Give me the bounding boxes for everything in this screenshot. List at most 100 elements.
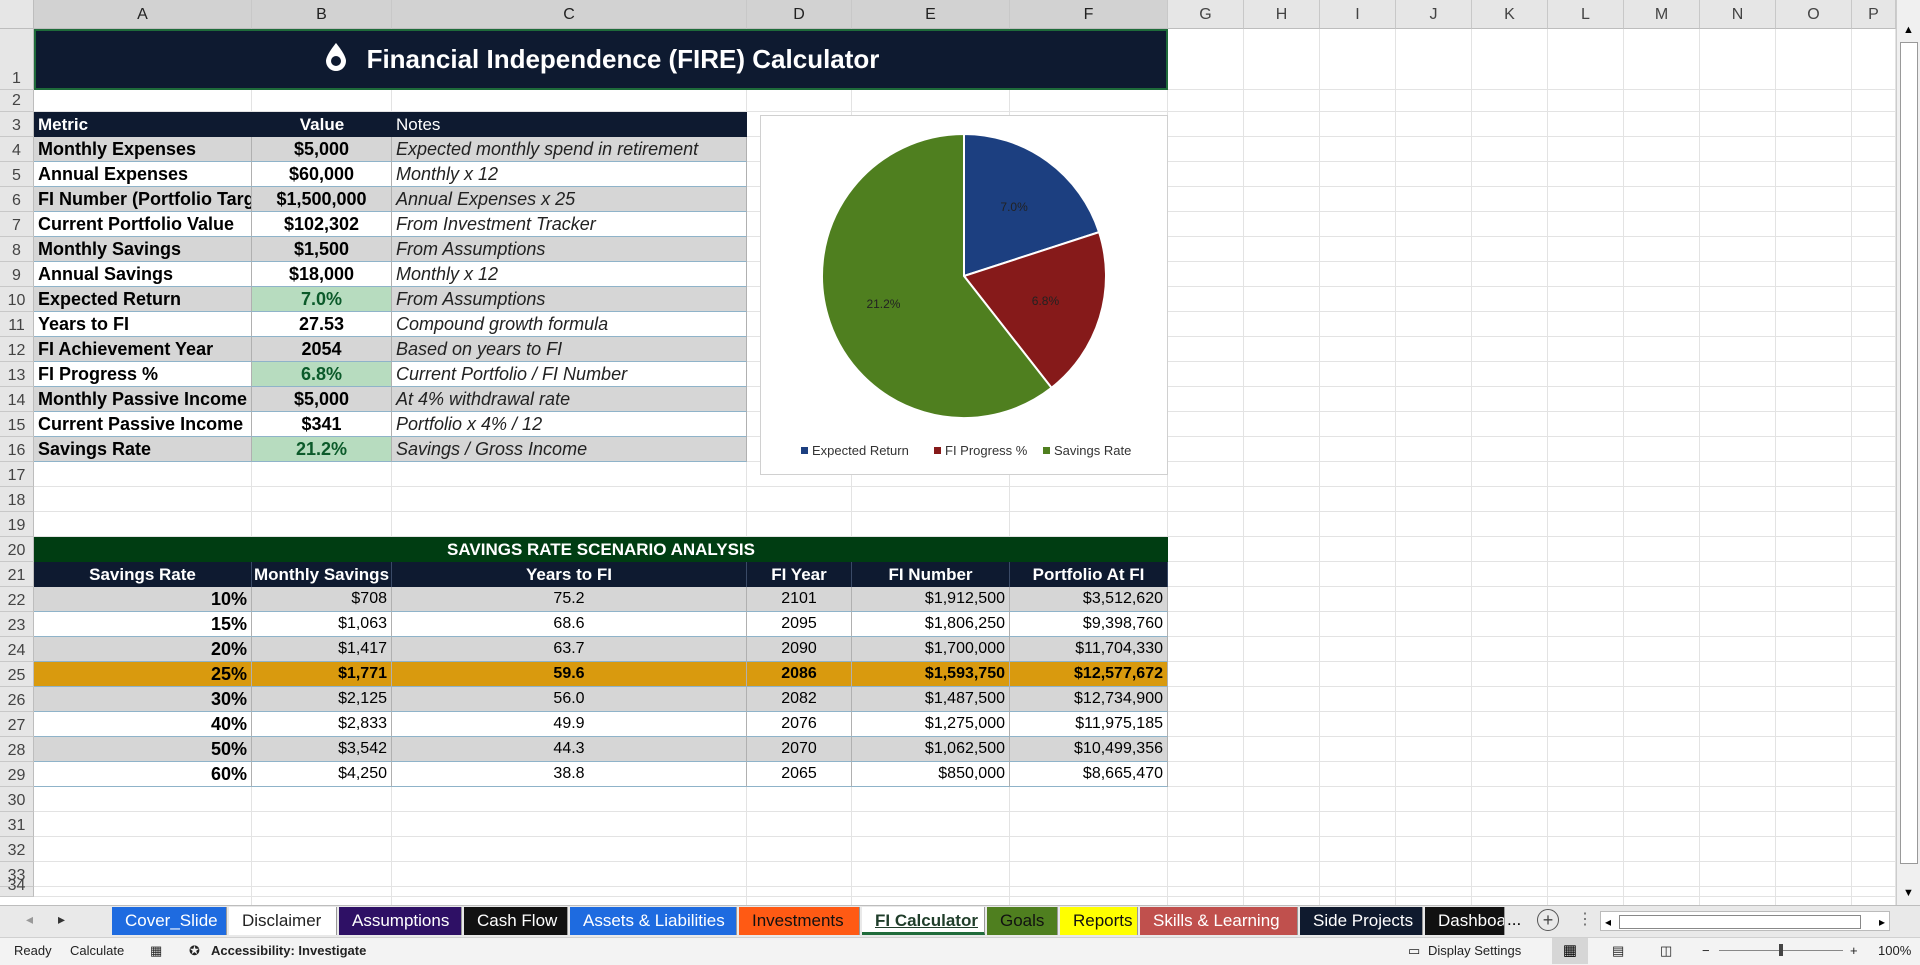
metric-label[interactable]: Annual Expenses (34, 162, 252, 187)
metric-note[interactable]: Current Portfolio / FI Number (392, 362, 747, 387)
scenario-cell[interactable]: $1,275,000 (852, 712, 1010, 737)
sheet-tab[interactable]: Reports (1060, 907, 1138, 935)
column-header[interactable]: E (852, 0, 1010, 29)
scenario-cell[interactable]: $1,700,000 (852, 637, 1010, 662)
scenario-header[interactable]: Savings Rate (34, 562, 252, 587)
scroll-down-icon[interactable]: ▼ (1903, 887, 1914, 899)
scroll-right-icon[interactable]: ▸ (1878, 915, 1885, 929)
metric-note[interactable]: Expected monthly spend in retirement (392, 137, 747, 162)
metric-note[interactable]: From Assumptions (392, 287, 747, 312)
metric-value[interactable]: $18,000 (252, 262, 392, 287)
scenario-cell[interactable]: $1,593,750 (852, 662, 1010, 687)
metric-note[interactable]: At 4% withdrawal rate (392, 387, 747, 412)
metric-value[interactable]: 7.0% (252, 287, 392, 312)
row-header[interactable]: 3 (0, 112, 34, 137)
scenario-cell[interactable]: $2,833 (252, 712, 392, 737)
display-settings-icon[interactable]: ▭ (1408, 943, 1421, 958)
row-header[interactable]: 17 (0, 462, 34, 487)
row-header[interactable]: 26 (0, 687, 34, 712)
metric-note[interactable]: Monthly x 12 (392, 162, 747, 187)
scenario-cell[interactable]: $8,665,470 (1010, 762, 1168, 787)
scenario-cell[interactable]: 44.3 (392, 737, 747, 762)
row-header[interactable]: 34 (0, 877, 34, 897)
row-header[interactable]: 13 (0, 362, 34, 387)
row-header[interactable]: 33 (0, 862, 34, 887)
metric-value[interactable]: 21.2% (252, 437, 392, 462)
scenario-cell[interactable]: $1,062,500 (852, 737, 1010, 762)
scenario-cell[interactable]: $1,063 (252, 612, 392, 637)
scenario-cell[interactable]: 59.6 (392, 662, 747, 687)
metric-label[interactable]: Savings Rate (34, 437, 252, 462)
vertical-scrollbar[interactable]: ▲ ▼ (1896, 0, 1920, 905)
scenario-cell[interactable]: 68.6 (392, 612, 747, 637)
scenario-cell[interactable]: $1,417 (252, 637, 392, 662)
sheet-tab[interactable]: Goals (987, 907, 1058, 935)
sheet-tab[interactable]: Investments (739, 907, 860, 935)
select-all-corner[interactable] (0, 0, 34, 29)
scenario-cell[interactable]: 75.2 (392, 587, 747, 612)
row-header[interactable]: 4 (0, 137, 34, 162)
column-header[interactable]: D (747, 0, 852, 29)
scenario-cell[interactable]: $12,577,672 (1010, 662, 1168, 687)
scenario-cell[interactable]: 10% (34, 587, 252, 612)
column-header[interactable]: I (1320, 0, 1396, 29)
tabs-more[interactable]: ... (1507, 910, 1522, 929)
accessibility-icon[interactable]: ✪ (189, 943, 200, 958)
scenario-cell[interactable]: $11,975,185 (1010, 712, 1168, 737)
scroll-left-icon[interactable]: ◂ (1605, 915, 1612, 929)
metric-note[interactable]: Annual Expenses x 25 (392, 187, 747, 212)
metric-label[interactable]: FI Achievement Year (34, 337, 252, 362)
row-header[interactable]: 22 (0, 587, 34, 612)
pie-chart-frame[interactable]: 7.0% 6.8% 21.2% Expected Return FI Progress … (760, 115, 1168, 475)
scenario-cell[interactable]: $4,250 (252, 762, 392, 787)
scenario-cell[interactable]: 2095 (747, 612, 852, 637)
sheet-tab[interactable]: FI Calculator (862, 907, 985, 935)
scenario-cell[interactable]: $708 (252, 587, 392, 612)
metric-label[interactable]: FI Number (Portfolio Targ (34, 187, 252, 212)
zoom-level[interactable]: 100% (1878, 943, 1912, 958)
scenario-cell[interactable]: $3,542 (252, 737, 392, 762)
metric-label[interactable]: Monthly Savings (34, 237, 252, 262)
macro-record-icon[interactable]: ▦ (150, 943, 163, 958)
row-header[interactable]: 29 (0, 762, 34, 787)
metric-label[interactable]: Annual Savings (34, 262, 252, 287)
scenario-header[interactable]: Monthly Savings (252, 562, 392, 587)
pie-slice-2[interactable] (821, 132, 1053, 419)
metric-note[interactable]: Savings / Gross Income (392, 437, 747, 462)
scenario-cell[interactable]: $12,734,900 (1010, 687, 1168, 712)
metric-label[interactable]: Current Passive Income (34, 412, 252, 437)
row-header[interactable]: 5 (0, 162, 34, 187)
metric-value[interactable]: $5,000 (252, 137, 392, 162)
column-header[interactable]: J (1396, 0, 1472, 29)
scenario-cell[interactable]: 2082 (747, 687, 852, 712)
page-layout-view-icon[interactable]: ▤ (1612, 943, 1625, 958)
scroll-up-icon[interactable]: ▲ (1903, 24, 1914, 36)
scenario-cell[interactable]: $9,398,760 (1010, 612, 1168, 637)
row-header[interactable]: 10 (0, 287, 34, 312)
column-header[interactable]: M (1624, 0, 1700, 29)
scenario-cell[interactable]: 25% (34, 662, 252, 687)
metric-value[interactable]: $1,500 (252, 237, 392, 262)
metric-label[interactable]: Monthly Expenses (34, 137, 252, 162)
row-header[interactable]: 30 (0, 787, 34, 812)
scenario-cell[interactable]: 40% (34, 712, 252, 737)
metric-label[interactable]: Years to FI (34, 312, 252, 337)
zoom-slider[interactable] (1719, 944, 1843, 956)
scenario-cell[interactable]: $2,125 (252, 687, 392, 712)
row-header[interactable]: 19 (0, 512, 34, 537)
page-break-view-icon[interactable]: ◫ (1660, 943, 1673, 958)
scenario-cell[interactable]: 60% (34, 762, 252, 787)
metric-note[interactable]: Based on years to FI (392, 337, 747, 362)
scenario-cell[interactable]: $10,499,356 (1010, 737, 1168, 762)
column-header[interactable]: H (1244, 0, 1320, 29)
metric-value[interactable]: $341 (252, 412, 392, 437)
sheet-tab[interactable]: Assets & Liabilities (570, 907, 737, 935)
pie-slice-0[interactable] (963, 132, 1101, 278)
metric-value[interactable]: $1,500,000 (252, 187, 392, 212)
column-header[interactable]: O (1776, 0, 1852, 29)
scenario-cell[interactable]: 2086 (747, 662, 852, 687)
sheet-tab[interactable]: Assumptions (339, 907, 462, 935)
metric-value[interactable]: $5,000 (252, 387, 392, 412)
vertical-scroll-thumb[interactable] (1900, 42, 1918, 864)
column-header[interactable]: A (34, 0, 252, 29)
